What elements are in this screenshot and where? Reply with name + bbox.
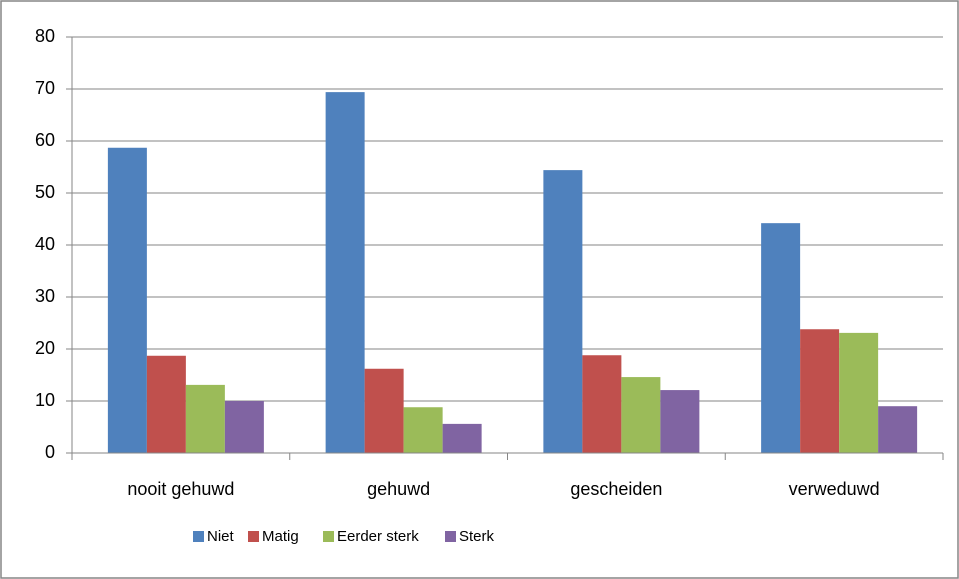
x-tick-label: nooit gehuwd: [127, 479, 234, 499]
bar: [185, 384, 225, 453]
x-tick-label: gehuwd: [367, 479, 430, 499]
legend-swatch: [248, 531, 259, 542]
bar: [878, 406, 918, 453]
legend-label: Matig: [262, 528, 299, 545]
bar: [364, 368, 404, 453]
y-tick-label: 20: [35, 338, 55, 358]
y-tick-label: 10: [35, 390, 55, 410]
legend-label: Eerder sterk: [337, 528, 419, 545]
legend-label: Niet: [207, 528, 235, 545]
bar: [107, 147, 147, 453]
legend-label: Sterk: [459, 528, 495, 545]
y-tick-label: 70: [35, 78, 55, 98]
bar: [224, 401, 264, 453]
bar: [403, 407, 443, 453]
bar: [761, 223, 801, 453]
bar: [621, 377, 661, 453]
y-tick-label: 60: [35, 130, 55, 150]
bar: [146, 355, 186, 453]
legend-swatch: [193, 531, 204, 542]
y-tick-label: 0: [45, 442, 55, 462]
bar: [660, 390, 700, 453]
bar: [800, 329, 840, 453]
bar: [582, 355, 622, 453]
bar: [543, 170, 583, 453]
bar: [442, 423, 482, 453]
y-tick-label: 80: [35, 26, 55, 46]
x-tick-label: gescheiden: [570, 479, 662, 499]
x-tick-label: verweduwd: [789, 479, 880, 499]
bar: [325, 92, 365, 454]
legend-swatch: [445, 531, 456, 542]
y-tick-label: 40: [35, 234, 55, 254]
bar: [839, 332, 879, 453]
legend-swatch: [323, 531, 334, 542]
y-tick-label: 50: [35, 182, 55, 202]
y-tick-label: 30: [35, 286, 55, 306]
